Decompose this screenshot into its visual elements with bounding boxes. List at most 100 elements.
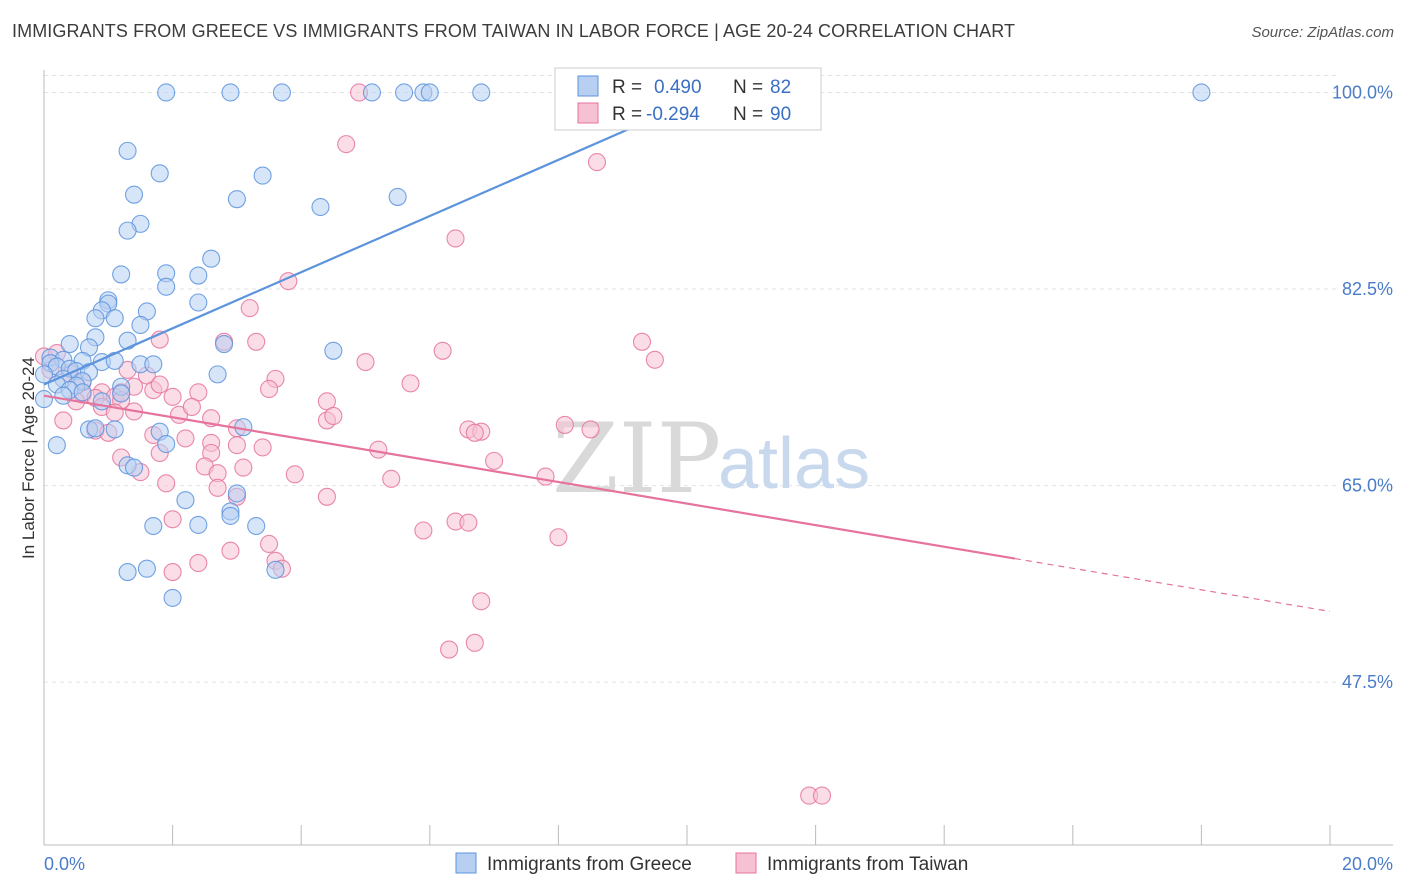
taiwan-point-45 xyxy=(253,438,272,457)
legend-n-label-taiwan: N = xyxy=(733,104,763,125)
watermark: ZIP atlas xyxy=(552,403,870,515)
greece-point-21 xyxy=(189,266,208,285)
series-greece-points xyxy=(34,83,1211,607)
greece-point-50 xyxy=(208,365,227,384)
greece-point-63 xyxy=(86,419,105,438)
greece-point-71 xyxy=(176,491,195,510)
taiwan-point-70 xyxy=(414,521,433,540)
greece-point-14 xyxy=(311,197,330,217)
taiwan-point-22 xyxy=(259,379,279,399)
y-axis-title: In Labor Force | Age 20-24 xyxy=(19,357,38,559)
taiwan-point-67 xyxy=(163,510,182,529)
taiwan-trend-line xyxy=(43,394,1016,560)
legend-r-label-greece: R = xyxy=(612,77,642,98)
taiwan-point-86 xyxy=(182,397,201,417)
taiwan-point-9 xyxy=(632,332,652,351)
greece-point-59 xyxy=(112,384,131,403)
greece-point-8 xyxy=(1192,83,1211,102)
taiwan-point-64 xyxy=(208,478,227,497)
bottom-legend-label-greece: Immigrants from Greece xyxy=(487,854,692,875)
greece-point-17 xyxy=(118,221,137,240)
taiwan-point-3 xyxy=(446,229,465,248)
taiwan-point-60 xyxy=(285,465,304,484)
greece-point-69 xyxy=(124,458,144,477)
chart-source: Source: ZipAtlas.com xyxy=(1251,24,1394,41)
taiwan-point-62 xyxy=(536,467,555,486)
greece-point-43 xyxy=(144,355,163,374)
greece-point-2 xyxy=(272,83,291,102)
taiwan-trend-line-extension xyxy=(1014,557,1331,612)
legend-n-value-greece: 82 xyxy=(770,77,791,98)
greece-point-10 xyxy=(150,164,169,183)
greece-point-35 xyxy=(214,335,234,354)
greece-point-18 xyxy=(202,249,221,268)
greece-point-26 xyxy=(189,293,208,312)
greece-point-70 xyxy=(227,484,246,503)
taiwan-point-1 xyxy=(337,135,356,154)
greece-point-28 xyxy=(86,309,105,328)
greece-point-1 xyxy=(221,83,240,102)
axes xyxy=(43,70,1393,846)
greece-point-22 xyxy=(157,277,176,296)
x-tick-label-1: 20.0% xyxy=(1342,854,1393,874)
trend-lines xyxy=(43,102,1331,612)
taiwan-point-75 xyxy=(189,554,208,573)
series-taiwan-points xyxy=(34,83,832,805)
greece-point-75 xyxy=(189,515,208,534)
taiwan-point-5 xyxy=(240,299,259,318)
y-tick-label-2: 65.0% xyxy=(1342,476,1393,496)
bottom-legend-swatch-taiwan xyxy=(735,852,757,874)
x-tick-labels: 0.0% 20.0% xyxy=(44,854,1393,874)
taiwan-point-2 xyxy=(587,153,607,172)
taiwan-point-55 xyxy=(485,451,504,470)
greece-point-6 xyxy=(420,83,439,102)
taiwan-point-79 xyxy=(465,633,484,652)
taiwan-point-82 xyxy=(812,786,832,805)
correlation-legend: R = 0.490 N = 82 R = -0.294 N = 90 xyxy=(554,67,822,131)
greece-point-7 xyxy=(472,83,491,102)
taiwan-point-46 xyxy=(555,415,574,434)
greece-point-77 xyxy=(137,559,156,578)
taiwan-point-66 xyxy=(317,487,336,506)
greece-point-66 xyxy=(47,436,66,455)
y-tick-label-0: 100.0% xyxy=(1332,82,1393,102)
legend-n-label-greece: N = xyxy=(733,77,763,98)
greece-point-13 xyxy=(227,190,246,209)
series-legend: Immigrants from Greece Immigrants from T… xyxy=(455,852,968,875)
greece-point-9 xyxy=(118,141,137,160)
taiwan-point-69 xyxy=(459,513,478,532)
taiwan-point-51 xyxy=(369,440,388,459)
legend-n-value-taiwan: 90 xyxy=(770,104,791,125)
chart-title: IMMIGRANTS FROM GREECE VS IMMIGRANTS FRO… xyxy=(12,21,1016,41)
taiwan-point-50 xyxy=(465,423,484,442)
greece-point-32 xyxy=(118,331,137,350)
taiwan-point-72 xyxy=(259,534,279,554)
y-tick-label-3: 47.5% xyxy=(1342,672,1393,692)
taiwan-point-85 xyxy=(150,375,169,394)
greece-point-11 xyxy=(253,166,272,185)
legend-r-value-taiwan: -0.294 xyxy=(646,104,700,125)
greece-point-12 xyxy=(124,185,144,204)
taiwan-point-63 xyxy=(157,474,176,493)
taiwan-point-30 xyxy=(163,387,182,406)
taiwan-point-80 xyxy=(440,640,459,659)
grid-lines xyxy=(44,74,1340,683)
taiwan-point-78 xyxy=(472,592,491,611)
taiwan-point-76 xyxy=(163,563,182,582)
y-tick-labels: 100.0% 82.5% 65.0% 47.5% xyxy=(1332,82,1393,692)
greece-point-33 xyxy=(60,335,79,354)
taiwan-point-47 xyxy=(581,420,600,439)
greece-point-57 xyxy=(73,383,92,402)
taiwan-point-56 xyxy=(234,458,253,477)
legend-swatch-taiwan xyxy=(577,102,599,124)
greece-point-80 xyxy=(163,588,182,607)
greece-point-19 xyxy=(112,265,131,284)
greece-point-73 xyxy=(221,506,240,525)
taiwan-point-35 xyxy=(54,411,73,430)
greece-point-76 xyxy=(247,516,266,536)
greece-point-78 xyxy=(118,563,137,582)
greece-point-3 xyxy=(362,83,381,102)
greece-point-41 xyxy=(105,351,124,370)
taiwan-point-11 xyxy=(356,352,375,372)
